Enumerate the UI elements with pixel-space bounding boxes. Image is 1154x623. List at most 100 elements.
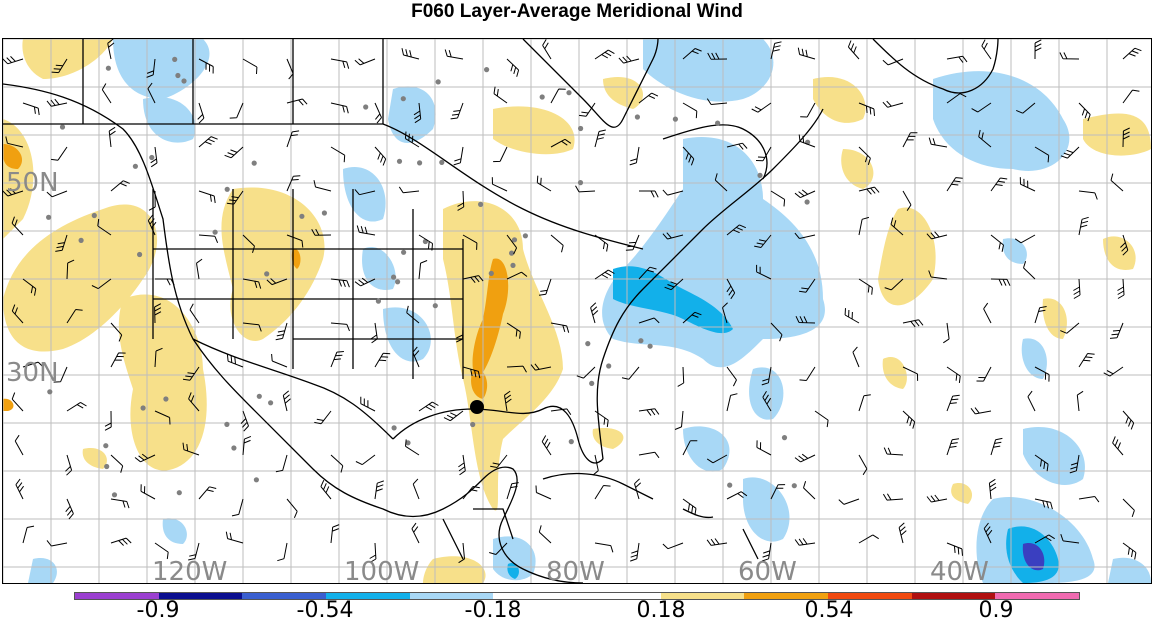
- light-blue-region: [743, 477, 790, 542]
- wind-barb: [374, 146, 387, 166]
- wind-barb: [46, 540, 68, 547]
- wind-barb: [722, 302, 728, 324]
- observation-dot: [791, 483, 797, 489]
- observation-dot: [757, 172, 763, 178]
- wind-barb: [198, 58, 214, 74]
- wind-barb: [902, 132, 918, 148]
- wind-barb: [883, 447, 904, 456]
- yellow-region: [1042, 298, 1067, 339]
- wind-barb: [1109, 322, 1124, 339]
- observation-dot: [509, 250, 515, 256]
- observation-dot: [391, 425, 397, 431]
- wind-barb: [664, 278, 684, 291]
- wind-barb: [1110, 173, 1124, 192]
- wind-barb: [189, 303, 200, 324]
- greenland: [872, 39, 999, 94]
- wind-barb: [770, 41, 782, 60]
- wind-barb: [22, 278, 37, 296]
- wind-barb: [506, 482, 519, 500]
- wind-barb: [639, 190, 659, 198]
- light-blue-region: [602, 137, 825, 368]
- wind-barb: [286, 498, 298, 518]
- wind-barb: [418, 260, 428, 280]
- colorbar-segment: [158, 593, 243, 599]
- wind-barb: [320, 479, 332, 500]
- location-marker: [470, 400, 484, 414]
- wind-barb: [983, 302, 992, 324]
- wind-barb: [594, 49, 615, 60]
- wind-barb: [682, 498, 697, 516]
- wind-barb: [858, 186, 880, 195]
- wind-barb: [491, 177, 508, 192]
- wind-barb: [852, 346, 860, 368]
- observation-dot: [435, 79, 441, 85]
- wind-barb: [1034, 498, 1053, 510]
- wind-barb: [761, 542, 772, 562]
- observation-dot: [175, 72, 181, 79]
- observation-dot: [432, 303, 438, 309]
- colorbar-tick-label: 0.54: [804, 598, 854, 623]
- wind-barb: [374, 480, 384, 500]
- wind-barb: [504, 390, 512, 412]
- wind-barb: [946, 542, 963, 556]
- wind-barb: [11, 216, 24, 236]
- negative-wind-fields: [28, 39, 1151, 583]
- wind-barb: [489, 542, 508, 555]
- wind-barb: [148, 190, 156, 211]
- canada-provinces: [82, 39, 384, 124]
- wind-barb: [110, 498, 130, 509]
- yellow-region: [22, 39, 113, 79]
- wind-barb: [506, 322, 521, 339]
- wind-barb: [506, 365, 527, 373]
- observation-dot: [181, 78, 187, 84]
- wind-barb: [798, 134, 816, 148]
- wind-barb: [946, 366, 961, 383]
- light-blue-region: [749, 367, 784, 420]
- wind-barb: [1060, 146, 1080, 159]
- observation-dot: [510, 262, 516, 268]
- yellow-region: [592, 428, 624, 449]
- wind-barb: [706, 454, 728, 464]
- observation-dot: [104, 463, 110, 470]
- wind-barb: [456, 322, 464, 343]
- observation-dot: [105, 65, 111, 71]
- hudson-bay: [522, 39, 659, 128]
- wind-barb: [858, 278, 873, 295]
- wind-barb: [928, 270, 948, 280]
- wind-barb: [1078, 353, 1095, 368]
- observation-dot: [478, 201, 484, 207]
- wind-barb: [1069, 454, 1080, 474]
- wind-barb: [971, 102, 992, 113]
- yellow-region: [82, 448, 107, 469]
- wind-barb: [682, 146, 695, 166]
- wind-barb: [418, 234, 433, 251]
- colorbar-segment: [577, 593, 661, 599]
- wind-barb: [1034, 306, 1047, 324]
- gulf-coast: [392, 405, 604, 464]
- observation-dot: [264, 271, 270, 277]
- state-lines: [152, 189, 464, 379]
- observation-dot: [231, 445, 237, 451]
- wind-barb: [634, 478, 642, 500]
- light-blue-region: [388, 86, 436, 143]
- colorbar-tick-label: -0.18: [464, 598, 522, 623]
- map-panel[interactable]: [2, 38, 1152, 584]
- yellow-region: [813, 77, 866, 123]
- wind-barb: [1034, 39, 1042, 60]
- wind-barb: [629, 146, 640, 166]
- observation-dot: [132, 163, 138, 169]
- wind-barb: [147, 214, 157, 236]
- observation-dot: [638, 338, 644, 344]
- wind-barb: [198, 190, 216, 204]
- wind-barb: [458, 454, 466, 476]
- yellow-region: [423, 556, 486, 583]
- mid-blue-region: [613, 266, 733, 334]
- yellow-region: [118, 294, 207, 471]
- light-blue-region: [143, 97, 196, 143]
- wind-barb: [14, 434, 24, 456]
- wind-barb: [726, 366, 737, 387]
- wind-barb: [506, 271, 528, 280]
- wind-barb: [638, 317, 660, 324]
- wind-barb: [22, 525, 35, 544]
- wind-barb: [1122, 47, 1142, 60]
